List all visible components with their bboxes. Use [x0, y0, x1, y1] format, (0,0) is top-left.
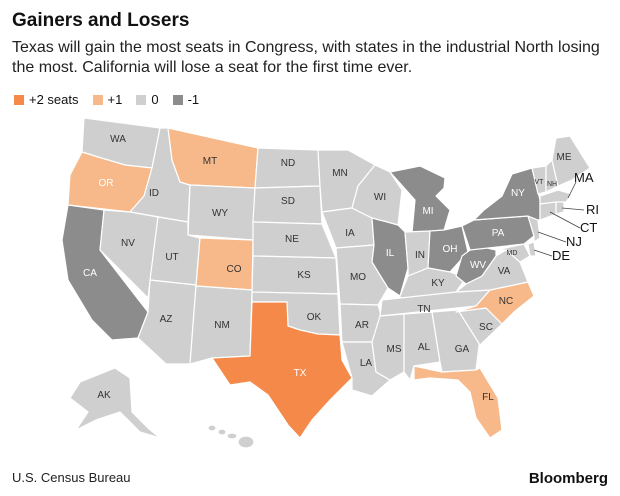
state-tx: [211, 301, 353, 439]
label-fl: FL: [482, 392, 494, 403]
legend-item-zero: 0: [136, 92, 159, 107]
label-al: AL: [418, 342, 431, 353]
label-ar: AR: [355, 320, 369, 331]
legend-item-minus1: -1: [172, 92, 200, 107]
legend-item-plus1: +1: [92, 92, 123, 107]
label-ny: NY: [511, 188, 525, 199]
legend-label-plus1: +1: [107, 92, 123, 107]
label-ut: UT: [165, 252, 178, 263]
label-tn: TN: [417, 304, 430, 315]
label-ct: CT: [580, 220, 597, 235]
label-vt: VT: [535, 179, 545, 186]
label-nv: NV: [121, 238, 135, 249]
label-co: CO: [227, 264, 242, 275]
label-ca: CA: [83, 268, 97, 279]
label-wa: WA: [110, 134, 126, 145]
legend-label-plus2: +2 seats: [29, 92, 79, 107]
legend-swatch-plus1: [92, 94, 103, 105]
label-ga: GA: [455, 344, 470, 355]
label-il: IL: [386, 248, 395, 259]
us-map: WA OR CA ID NV MT WY UT AZ CO NM ND SD N…: [61, 117, 599, 449]
label-nc: NC: [499, 296, 513, 307]
legend-label-zero: 0: [151, 92, 159, 107]
state-me: [551, 135, 591, 187]
legend: +2 seats +1 0 -1: [14, 92, 213, 107]
label-sd: SD: [281, 196, 295, 207]
brand-logo: Bloomberg: [528, 470, 608, 487]
label-ms: MS: [387, 344, 402, 355]
label-ky: KY: [431, 278, 445, 289]
label-wy: WY: [212, 208, 228, 219]
source-note: U.S. Census Bureau: [12, 470, 131, 485]
label-oh: OH: [443, 244, 458, 255]
label-de: DE: [552, 248, 570, 263]
state-ri: [555, 201, 565, 215]
label-ma: MA: [574, 170, 594, 185]
label-tx: TX: [294, 368, 307, 379]
state-wi: [351, 164, 403, 226]
state-ny: [473, 167, 541, 221]
state-ct: [539, 201, 557, 221]
label-wv: WV: [470, 260, 486, 271]
leader-lines: [533, 181, 585, 257]
chart-subtitle: Texas will gain the most seats in Congre…: [12, 39, 600, 76]
label-la: LA: [360, 358, 373, 369]
label-nd: ND: [281, 158, 295, 169]
state-md: [495, 243, 531, 263]
label-or: OR: [99, 178, 114, 189]
state-fl: [413, 365, 503, 439]
label-mt: MT: [203, 156, 217, 167]
state-co: [195, 237, 254, 291]
label-ri: RI: [586, 202, 599, 217]
state-nc: [455, 281, 535, 325]
label-mi: MI: [422, 206, 433, 217]
legend-item-plus2: +2 seats: [14, 92, 79, 107]
label-pa: PA: [492, 228, 505, 239]
legend-swatch-minus1: [172, 94, 183, 105]
label-nh: NH: [547, 181, 557, 188]
label-az: AZ: [160, 314, 173, 325]
state-mi: [389, 165, 451, 234]
chart-title: Gainers and Losers: [12, 10, 190, 31]
label-md: MD: [507, 250, 518, 257]
label-ia: IA: [345, 228, 355, 239]
label-mo: MO: [350, 272, 366, 283]
state-ak: [69, 367, 161, 439]
label-ks: KS: [297, 270, 311, 281]
state-hi: [207, 424, 255, 449]
legend-label-minus1: -1: [187, 92, 200, 107]
label-me: ME: [557, 152, 572, 163]
legend-swatch-plus2: [14, 94, 24, 105]
label-mn: MN: [332, 168, 348, 179]
state-de: [527, 241, 537, 257]
label-va: VA: [498, 266, 511, 277]
label-ne: NE: [285, 234, 299, 245]
state-ks: [251, 255, 339, 295]
label-wi: WI: [374, 192, 386, 203]
legend-swatch-zero: [136, 94, 147, 105]
label-ok: OK: [307, 312, 322, 323]
label-id: ID: [149, 188, 159, 199]
state-az: [137, 279, 197, 365]
label-ak: AK: [97, 390, 111, 401]
label-sc: SC: [479, 322, 493, 333]
label-nm: NM: [214, 320, 230, 331]
state-ma: [539, 189, 573, 205]
label-in: IN: [415, 250, 425, 261]
label-nj: NJ: [566, 234, 582, 249]
